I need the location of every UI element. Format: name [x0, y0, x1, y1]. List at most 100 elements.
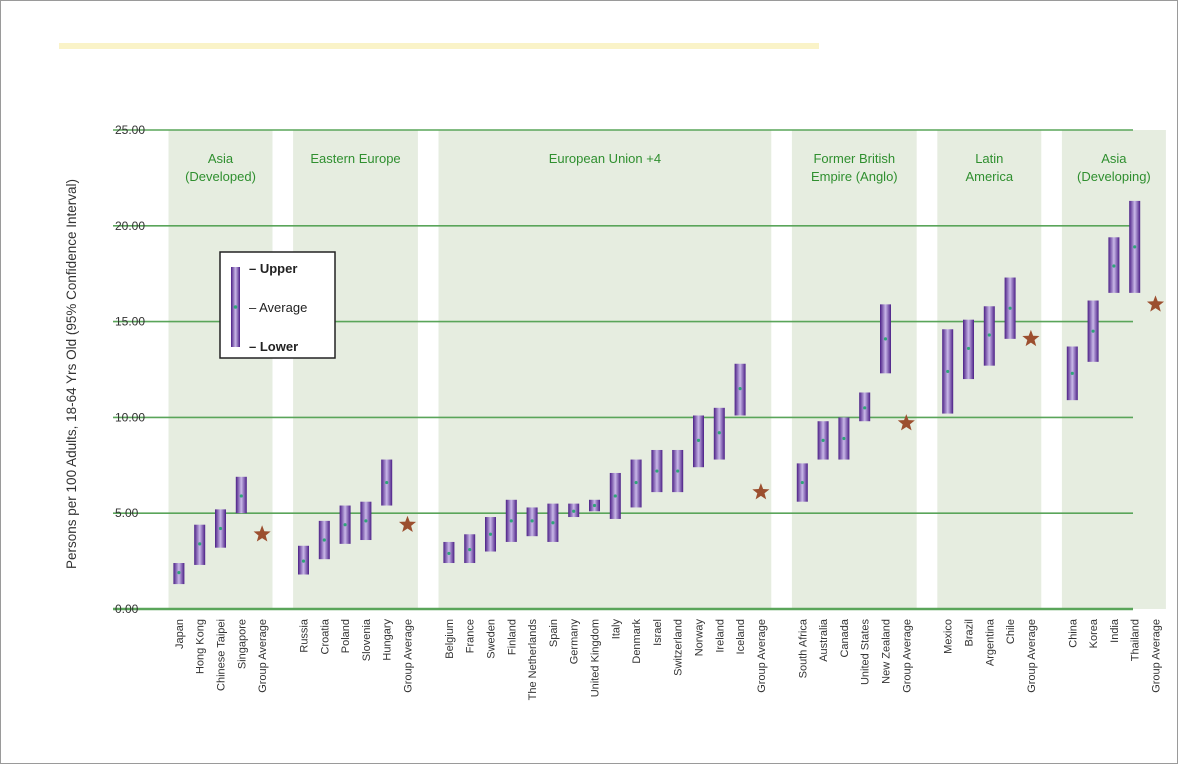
category-label: France: [465, 619, 477, 653]
average-dot: [1070, 371, 1074, 375]
average-dot: [198, 542, 202, 546]
average-dot: [1133, 245, 1137, 249]
category-label: United Kingdom: [590, 619, 602, 697]
category-label: Italy: [610, 619, 622, 640]
legend-average-dot: [233, 305, 238, 309]
legend-average-label: – Average: [249, 300, 307, 315]
group-average-star: [752, 483, 770, 500]
average-dot: [738, 387, 742, 391]
category-label: Sweden: [486, 619, 498, 659]
y-axis-label: Persons per 100 Adults, 18-64 Yrs Old (9…: [64, 179, 79, 569]
average-dot: [883, 337, 888, 341]
average-dot: [613, 494, 617, 498]
group-bands: [168, 130, 1166, 609]
category-label: Group Average: [403, 619, 415, 693]
category-label: Poland: [340, 619, 352, 653]
category-label: Finland: [506, 619, 518, 655]
average-dot: [592, 503, 597, 508]
category-label: Israel: [652, 619, 664, 646]
average-dot: [239, 494, 243, 498]
category-label: Chinese Taipei: [216, 619, 228, 691]
category-label: Denmark: [631, 619, 643, 664]
group-band: [1061, 130, 1166, 609]
category-label: Mexico: [943, 619, 955, 654]
average-dot: [987, 333, 991, 337]
average-dot: [322, 538, 326, 542]
average-dot: [676, 469, 680, 473]
y-tick-label: 20.00: [115, 219, 145, 233]
category-label: Group Average: [1151, 619, 1163, 693]
category-label: Iceland: [735, 619, 747, 654]
group-label: Latin America: [965, 151, 1013, 184]
average-dot: [301, 559, 306, 563]
average-dot: [821, 438, 825, 442]
average-dot: [530, 519, 534, 523]
average-dot: [800, 480, 804, 485]
group-band: [293, 130, 418, 609]
category-label: Canada: [839, 618, 851, 657]
y-tick-label: 0.00: [115, 602, 139, 616]
average-dot: [946, 369, 950, 374]
category-label: Group Average: [1026, 619, 1038, 693]
group-average-star: [253, 525, 271, 542]
category-label: Hong Kong: [195, 619, 207, 674]
category-label: The Netherlands: [527, 619, 539, 701]
legend-upper-label: – Upper: [249, 261, 297, 276]
average-dot: [634, 480, 638, 485]
category-label: Chile: [1005, 619, 1017, 644]
group-label: Asia (Developing): [1077, 151, 1151, 184]
category-label: Germany: [569, 619, 581, 665]
group-average-star: [1146, 295, 1165, 312]
average-dot: [509, 519, 513, 523]
category-label: Japan: [174, 619, 186, 649]
category-label: Russia: [299, 618, 311, 653]
category-label: Belgium: [444, 619, 456, 659]
legend: – Upper – Average – Lower: [219, 251, 336, 359]
average-dot: [966, 346, 971, 351]
faint-title-bar: [59, 43, 819, 49]
average-dot: [717, 431, 721, 435]
y-tick-label: 15.00: [115, 315, 145, 329]
category-label: Slovenia: [361, 618, 373, 661]
group-label: Former British Empire (Anglo): [811, 151, 898, 184]
average-dot: [1008, 306, 1012, 310]
group-labels: Asia (Developed) Eastern Europe European Un…: [185, 151, 1151, 184]
category-label: Hungary: [382, 619, 394, 661]
group-average-star: [398, 515, 417, 532]
group-average-star: [1022, 329, 1040, 347]
average-dot: [385, 480, 389, 485]
average-dot: [468, 548, 472, 552]
gridlines: [113, 129, 1133, 611]
y-tick-label: 25.00: [115, 123, 145, 137]
group-band: [937, 130, 1042, 609]
category-label: Group Average: [901, 619, 913, 693]
group-average-star: [897, 414, 915, 431]
category-label: India: [1109, 618, 1121, 643]
category-label: Croatia: [319, 618, 331, 654]
average-dot: [1091, 329, 1095, 333]
category-label: Korea: [1088, 618, 1100, 648]
average-dot: [218, 526, 223, 531]
group-average-stars: [253, 295, 1165, 542]
category-label: Australia: [818, 618, 830, 662]
category-label: Switzerland: [673, 619, 685, 676]
category-label: Ireland: [714, 619, 726, 653]
legend-lower-label: – Lower: [249, 339, 298, 354]
group-label: European Union +4: [549, 151, 661, 166]
average-dot: [488, 532, 493, 536]
average-dot: [551, 521, 555, 525]
group-label: Eastern Europe: [310, 151, 400, 166]
average-dot: [842, 436, 846, 441]
category-label: Spain: [548, 619, 560, 647]
group-band: [791, 130, 917, 609]
category-label: South Africa: [797, 618, 809, 678]
category-label: Group Average: [756, 619, 768, 693]
average-dot: [572, 509, 576, 513]
category-label: Argentina: [984, 618, 996, 666]
category-label: China: [1067, 618, 1079, 648]
group-label: Asia (Developed): [185, 151, 256, 184]
category-labels: Japan Hong Kong Chinese Taipei Singapore Gro…: [174, 618, 1163, 700]
category-label: Thailand: [1130, 619, 1142, 661]
